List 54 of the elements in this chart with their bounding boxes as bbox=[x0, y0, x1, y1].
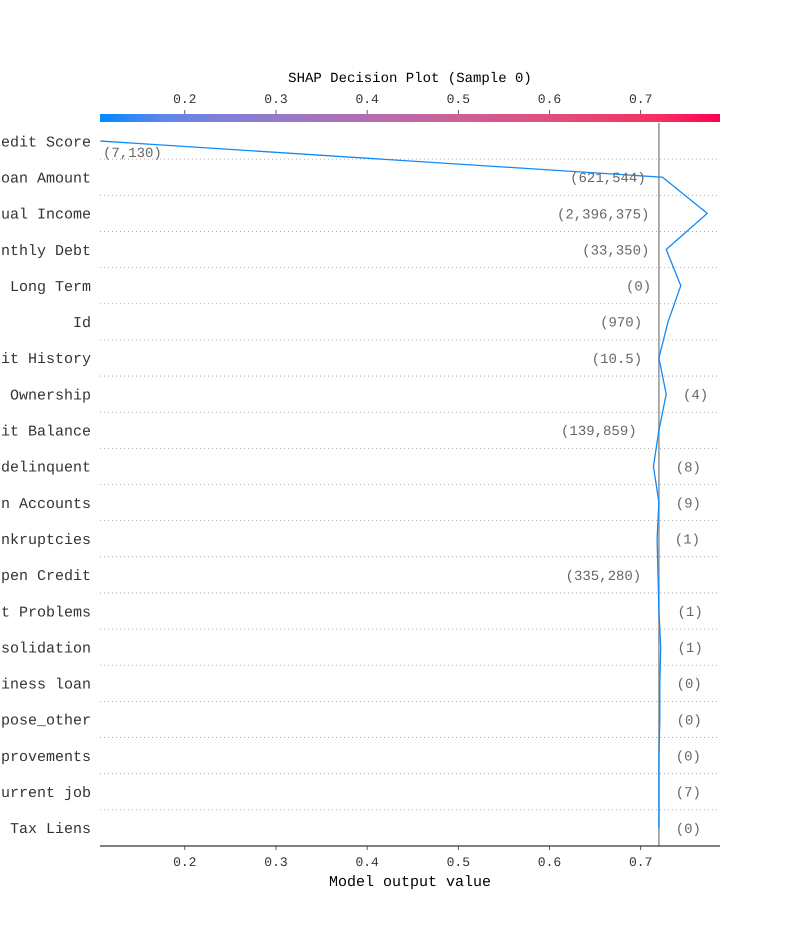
annotation: (0) bbox=[676, 750, 701, 766]
y-tick-label: oan Amount bbox=[0, 170, 91, 188]
annotation: (0) bbox=[676, 713, 702, 730]
y-tick-label: delinquent bbox=[0, 460, 91, 477]
annotation: (0) bbox=[676, 677, 702, 694]
annotation: (4) bbox=[683, 388, 708, 404]
x-tick-label: 0.2 bbox=[173, 855, 196, 870]
y-tick-label: Long Term bbox=[10, 278, 91, 296]
annotation: (0) bbox=[626, 280, 652, 296]
y-tick-label: nthly Debt bbox=[0, 242, 91, 260]
y-tick-label: edit Score bbox=[0, 134, 91, 152]
y-tick-label: provements bbox=[0, 748, 91, 766]
y-tick-label: nkruptcies bbox=[0, 532, 91, 549]
color-bar-label: 0.5 bbox=[446, 92, 470, 107]
annotation: (33,350) bbox=[582, 243, 650, 260]
x-tick-label: 0.6 bbox=[538, 855, 562, 870]
y-tick-label: t Problems bbox=[0, 604, 91, 622]
y-tick-label: pose_other bbox=[0, 712, 91, 730]
annotation: (970) bbox=[600, 316, 642, 332]
annotation: (1) bbox=[678, 641, 703, 658]
x-tick-label: 0.7 bbox=[628, 855, 652, 870]
y-tick-label: n Accounts bbox=[0, 496, 91, 513]
y-tick-label: ual Income bbox=[0, 206, 91, 224]
x-axis-title: Model output value bbox=[328, 874, 492, 891]
annotation: (7) bbox=[676, 786, 701, 802]
color-bar-label: 0.6 bbox=[538, 92, 562, 107]
y-tick-label: it History bbox=[0, 351, 91, 368]
x-tick-label: 0.3 bbox=[264, 855, 288, 870]
y-tick-label: Ownership bbox=[10, 387, 91, 404]
color-bar-label: 0.2 bbox=[173, 92, 196, 107]
annotation: (1) bbox=[674, 532, 700, 549]
y-tick-label: urrent job bbox=[0, 785, 91, 802]
annotation: (2,396,375) bbox=[556, 207, 650, 224]
annotation: (621,544) bbox=[570, 171, 646, 188]
annotation: (9) bbox=[676, 496, 701, 512]
annotation: (1) bbox=[678, 604, 703, 621]
annotation: (7,130) bbox=[103, 146, 162, 162]
color-bar-label: 0.4 bbox=[355, 92, 380, 107]
annotation: (8) bbox=[676, 460, 701, 476]
annotation: (10.5) bbox=[592, 352, 642, 368]
annotation: (139,859) bbox=[561, 424, 637, 440]
x-tick-label: 0.5 bbox=[446, 855, 470, 870]
color-bar-label: 0.3 bbox=[264, 92, 288, 107]
x-tick-label: 0.4 bbox=[355, 855, 380, 870]
y-tick-label: Tax Liens bbox=[10, 821, 91, 838]
color-bar-label: 0.7 bbox=[628, 92, 652, 107]
y-tick-label: it Balance bbox=[0, 424, 91, 441]
annotation: (335,280) bbox=[566, 568, 642, 585]
chart-title: SHAP Decision Plot (Sample 0) bbox=[288, 71, 532, 87]
y-tick-label: iness loan bbox=[0, 676, 91, 694]
y-tick-label: pen Credit bbox=[0, 568, 91, 586]
annotation: (0) bbox=[676, 822, 701, 838]
y-tick-label: solidation bbox=[0, 640, 91, 658]
y-tick-label: Id bbox=[72, 315, 91, 332]
